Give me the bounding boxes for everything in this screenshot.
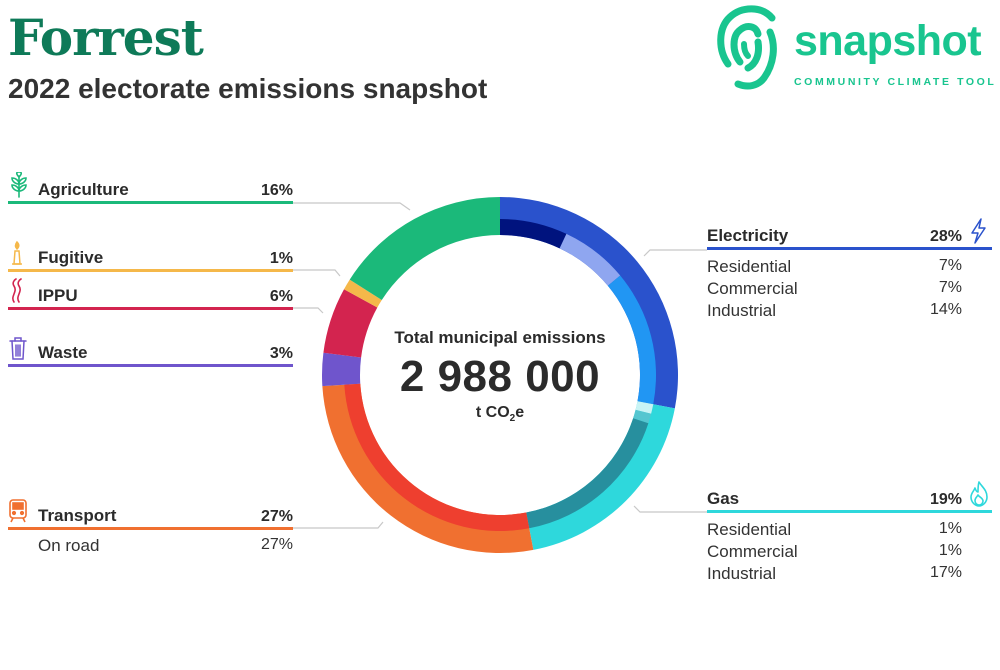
- subcategory-label: On road: [38, 536, 100, 555]
- category-label: Gas: [707, 489, 740, 508]
- unit-tail: e: [515, 404, 525, 421]
- leader-line-fugitive: [293, 269, 341, 277]
- slice-gas-industrial: [526, 418, 649, 529]
- category-label: Fugitive: [38, 248, 104, 267]
- slice-electricity-residential: [500, 219, 567, 249]
- subcategory-row: Commercial 7%: [707, 277, 992, 299]
- slice-transport-on-road: [344, 383, 530, 532]
- subcategory-row: Industrial 17%: [707, 562, 992, 584]
- category-bar: [707, 247, 992, 250]
- sprout-icon: [11, 172, 27, 198]
- category-percent: 1%: [269, 250, 293, 267]
- total-value: 2 988 000: [399, 352, 601, 401]
- category-percent: 28%: [929, 228, 962, 245]
- slice-gas-residential: [635, 401, 654, 414]
- slice-ippu: [323, 289, 378, 358]
- flame-icon: [970, 481, 988, 507]
- subcategory-percent: 27%: [260, 536, 293, 553]
- category-percent: 27%: [260, 508, 293, 525]
- category-bar: [8, 269, 293, 272]
- leader-line-ippu: [293, 307, 324, 314]
- train-icon: [9, 499, 27, 523]
- category-transport: Transport 27% On road 27%: [8, 499, 293, 556]
- flare-icon: [12, 240, 22, 265]
- category-label: Electricity: [707, 226, 789, 245]
- category-bar: [8, 201, 293, 204]
- slice-fugitive: [344, 279, 382, 308]
- subcategory-label: Industrial: [707, 564, 776, 583]
- category-label: Waste: [38, 343, 88, 362]
- slice-transport: [322, 383, 534, 554]
- category-fugitive: Fugitive 1%: [8, 240, 293, 272]
- leader-lines: [293, 202, 707, 529]
- total-label: Total municipal emissions: [394, 328, 606, 347]
- category-gas: Gas 19% Residential 1% Commercial 1% Ind…: [707, 481, 992, 584]
- leader-line-transport: [293, 521, 384, 529]
- logo-wordmark: snapshot: [794, 17, 982, 65]
- subcategory-row: Industrial 14%: [707, 299, 992, 321]
- subcategory-label: Commercial: [707, 279, 798, 298]
- subcategory-label: Residential: [707, 257, 792, 276]
- category-ippu: IPPU 6%: [8, 278, 293, 310]
- subcategory-percent: 1%: [938, 542, 962, 559]
- category-label: Agriculture: [38, 180, 129, 199]
- snapshot-logo: snapshot COMMUNITY CLIMATE TOOL: [714, 2, 1000, 92]
- inner-ring: [344, 219, 657, 532]
- subcategory-percent: 1%: [938, 520, 962, 537]
- page-subtitle: 2022 electorate emissions snapshot: [8, 73, 488, 104]
- category-agriculture: Agriculture 16%: [8, 172, 293, 204]
- leader-line-agriculture: [293, 202, 411, 211]
- subcategory-percent: 14%: [929, 301, 962, 318]
- subcategory-row: Residential 1%: [707, 518, 992, 540]
- subcategory-label: Industrial: [707, 301, 776, 320]
- smoke-icon: [12, 278, 22, 303]
- subcategory-label: Residential: [707, 520, 792, 539]
- category-waste: Waste 3%: [8, 337, 293, 367]
- unit-main: t CO: [475, 404, 510, 421]
- unit-subscript: 2: [509, 413, 516, 425]
- subcategory-row: Commercial 1%: [707, 540, 992, 562]
- slice-electricity-industrial: [607, 275, 657, 405]
- bin-icon: [9, 337, 27, 360]
- category-bar: [8, 307, 293, 310]
- category-bar: [8, 527, 293, 530]
- slice-electricity: [500, 197, 679, 409]
- category-percent: 3%: [269, 345, 293, 362]
- category-percent: 16%: [260, 182, 293, 199]
- slice-agriculture: [349, 196, 500, 300]
- total-unit: t CO2e: [350, 404, 650, 424]
- subcategory-percent: 7%: [938, 279, 962, 296]
- category-percent: 19%: [929, 491, 962, 508]
- leader-line-gas: [633, 505, 707, 513]
- slice-gas-commercial: [633, 409, 652, 424]
- category-bar: [8, 364, 293, 367]
- page-title: Forrest: [8, 8, 204, 67]
- fingerprint-logo-icon: [717, 5, 777, 90]
- category-label: IPPU: [38, 286, 78, 305]
- subcategory-row: Residential 7%: [707, 255, 992, 277]
- category-bar: [707, 510, 992, 513]
- slice-waste: [321, 352, 362, 387]
- subcategory-percent: 7%: [938, 257, 962, 274]
- category-percent: 6%: [269, 288, 293, 305]
- subcategory-row: On road 27%: [8, 534, 293, 556]
- subcategory-percent: 17%: [929, 564, 962, 581]
- leader-line-electricity: [643, 249, 707, 257]
- logo-tagline: COMMUNITY CLIMATE TOOL: [794, 76, 997, 88]
- lightning-icon: [971, 218, 986, 244]
- slice-electricity-commercial: [559, 233, 621, 286]
- subcategory-label: Commercial: [707, 542, 798, 561]
- category-label: Transport: [38, 506, 117, 525]
- category-electricity: Electricity 28% Residential 7% Commercia…: [707, 218, 992, 321]
